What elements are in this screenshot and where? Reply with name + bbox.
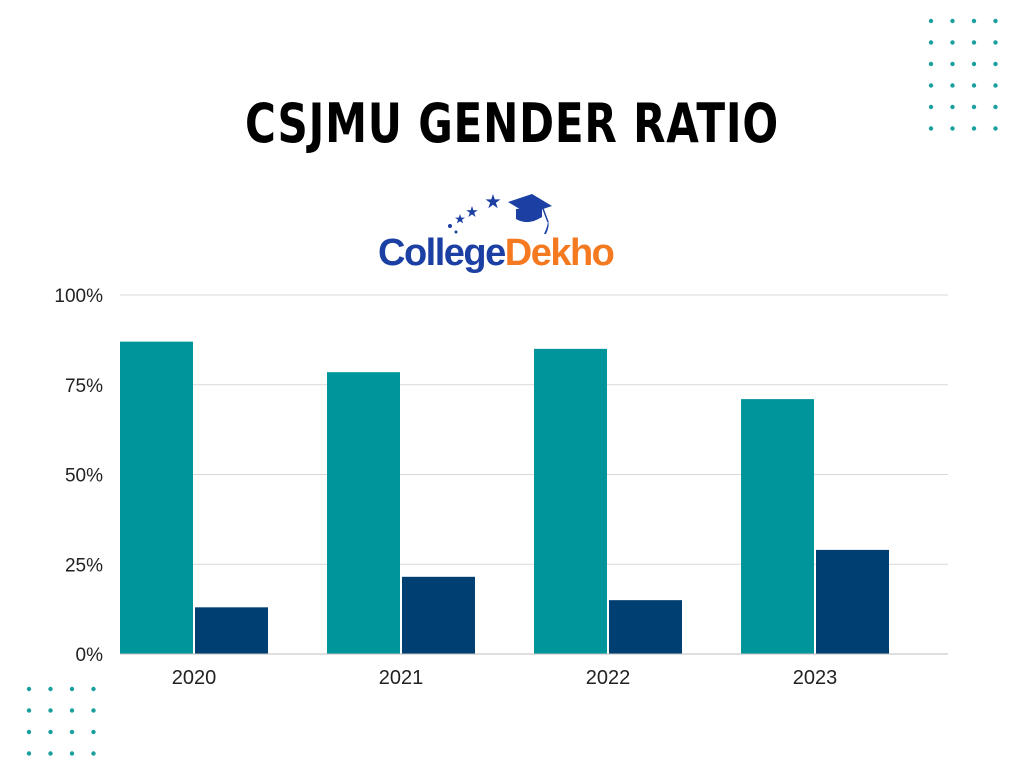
decorative-dot-grid-bottom-left [26, 686, 97, 762]
bar [195, 607, 268, 654]
x-tick-label: 2021 [379, 667, 424, 689]
star-dot-icon [454, 230, 458, 234]
chart-title: CSJMU GENDER RATIO [245, 92, 779, 155]
bar [327, 372, 400, 654]
y-tick-label: 0% [76, 645, 104, 666]
y-tick-label: 50% [65, 466, 103, 487]
graduation-cap-icon [508, 194, 552, 234]
bar [816, 549, 889, 654]
star-icon [455, 214, 465, 224]
collegedekho-logo: CollegeDekho [376, 192, 636, 286]
logo-mark [448, 194, 552, 234]
bar [402, 576, 475, 654]
star-icon [466, 206, 478, 217]
y-tick-label: 100% [54, 286, 103, 307]
bar [534, 348, 607, 654]
bar [120, 341, 193, 654]
y-tick-label: 75% [65, 376, 103, 397]
star-dot-icon [448, 224, 452, 228]
x-tick-label: 2022 [586, 667, 631, 689]
x-tick-label: 2023 [793, 667, 838, 689]
logo-text-college: College [378, 232, 506, 274]
y-tick-label: 25% [65, 555, 103, 576]
bar [609, 600, 682, 654]
logo-wordmark: CollegeDekho [378, 232, 615, 275]
star-icon [485, 194, 501, 209]
decorative-dot-grid-top-right [928, 18, 999, 137]
logo-text-dekho: Dekho [504, 232, 615, 274]
bar [741, 399, 814, 654]
x-tick-label: 2020 [172, 667, 217, 689]
